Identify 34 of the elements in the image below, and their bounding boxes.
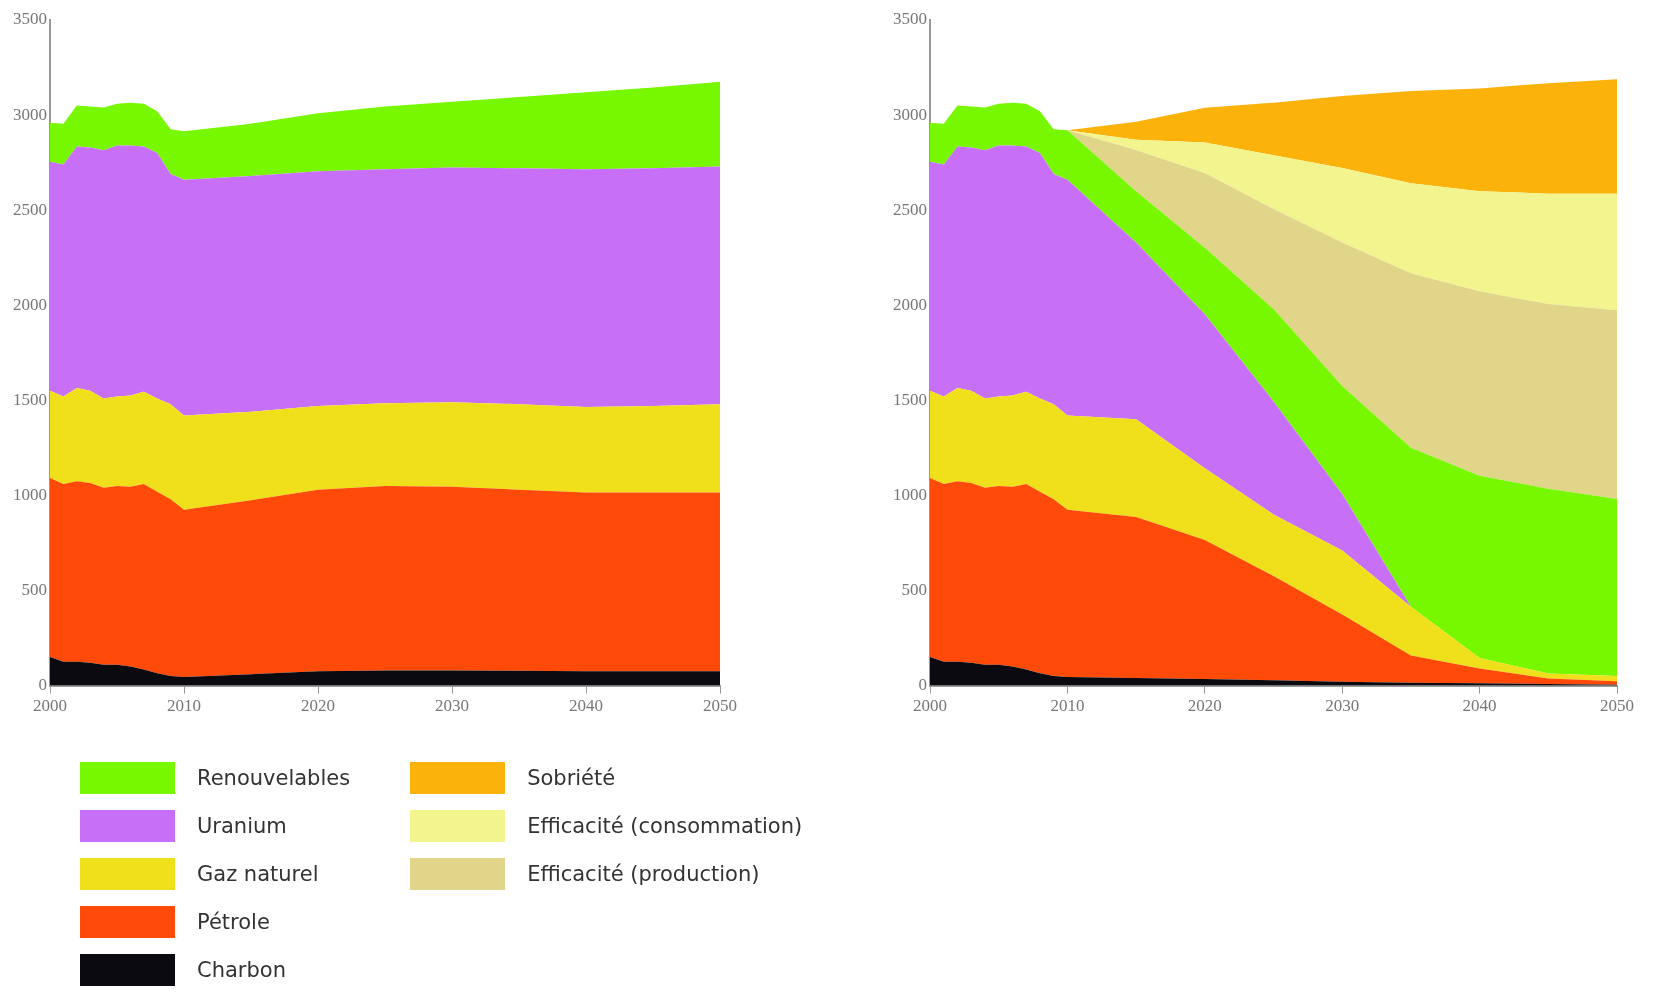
y-tick-label: 2500: [13, 199, 47, 219]
x-tick-label: 2050: [703, 696, 737, 716]
y-tick-label: 1500: [13, 389, 47, 409]
y-tick-label: 0: [918, 675, 927, 695]
x-tick-label: 2050: [1600, 696, 1634, 716]
legend-label: Pétrole: [197, 910, 270, 934]
legend-label: Efficacité (consommation): [527, 814, 803, 838]
legend-label: Uranium: [197, 814, 287, 838]
y-tick-label: 3000: [13, 104, 47, 124]
legend-label: Efficacité (production): [527, 862, 760, 886]
y-tick-label: 2000: [13, 294, 47, 314]
x-tick-label: 2010: [167, 696, 201, 716]
legend-label: Sobriété: [527, 766, 616, 790]
y-tick-label: 3500: [13, 9, 47, 29]
y-tick-label: 3000: [893, 104, 927, 124]
x-tick-label: 2040: [1462, 696, 1497, 716]
x-tick-label: 2020: [1187, 696, 1222, 716]
legend-label: Charbon: [197, 958, 286, 982]
x-tick-label: 2030: [435, 696, 469, 716]
y-tick-label: 1000: [893, 484, 927, 504]
y-tick-label: 2000: [893, 294, 927, 314]
y-tick-label: 1500: [893, 389, 927, 409]
x-tick-label: 2010: [1050, 696, 1085, 716]
x-tick-label: 2030: [1325, 696, 1360, 716]
y-tick-label: 2500: [893, 199, 927, 219]
y-tick-label: 0: [38, 675, 47, 695]
legend-label: Renouvelables: [197, 766, 351, 790]
y-tick-label: 500: [901, 579, 927, 599]
x-tick-label: 2020: [301, 696, 335, 716]
legend-label: Gaz naturel: [197, 862, 319, 886]
y-tick-label: 500: [21, 579, 47, 599]
x-tick-label: 2040: [569, 696, 603, 716]
y-tick-label: 1000: [13, 484, 47, 504]
y-tick-label: 3500: [893, 9, 927, 29]
